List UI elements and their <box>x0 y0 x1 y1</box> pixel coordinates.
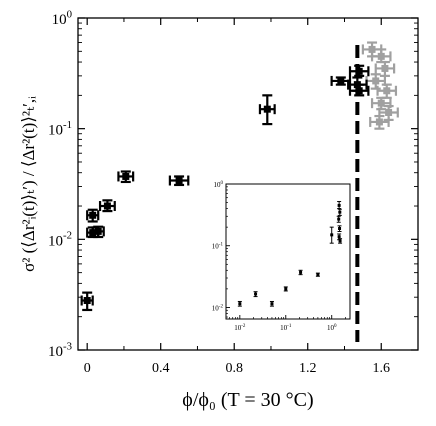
inset-y-tick-label: 100 <box>213 180 223 189</box>
inset-data-point <box>337 225 342 233</box>
data-point-gray <box>369 114 390 130</box>
data-point-marker <box>383 87 391 95</box>
data-point-gray <box>370 48 392 64</box>
data-point-marker <box>330 233 334 237</box>
main-axes-frame <box>77 17 419 351</box>
data-point-marker <box>263 105 271 113</box>
x-tick-label: 0 <box>84 361 91 376</box>
inset-data-point <box>337 201 342 210</box>
main-plot: 0 0.4 0.8 1.2 1.6 10-3 10-2 10-1 100 ϕ/ϕ₀ (T = 30… <box>19 8 419 411</box>
inset-y-tick-label: 10-1 <box>212 242 224 251</box>
inset-x-tick-label: 10-1 <box>280 323 292 332</box>
inset-x-tick-label: 10-2 <box>234 323 246 332</box>
data-point-black <box>258 94 276 126</box>
data-point-marker <box>94 227 102 235</box>
data-point-marker <box>284 287 288 291</box>
x-tick-label: 0.4 <box>152 361 170 376</box>
data-point-marker <box>316 273 320 277</box>
data-point-marker <box>338 210 342 214</box>
inset-data-point <box>253 291 258 298</box>
y-tick-label: 10-3 <box>48 340 72 360</box>
data-point-marker <box>372 77 380 85</box>
y-tick-label: 100 <box>52 8 72 28</box>
inset-data-point <box>315 272 320 277</box>
data-point-gray <box>370 96 392 111</box>
x-tick-label: 0.8 <box>225 361 243 376</box>
inset-y-tick-label: 10-2 <box>212 303 224 312</box>
data-point-marker <box>375 118 383 126</box>
data-point-marker <box>368 45 376 53</box>
inset-data-point <box>337 208 342 216</box>
data-point-black <box>86 208 100 223</box>
data-point-marker <box>254 292 258 296</box>
data-point-marker <box>337 217 341 221</box>
data-point-marker <box>385 108 393 116</box>
data-point-gray <box>374 60 396 77</box>
inset-axes-frame <box>225 183 351 320</box>
data-point-black <box>91 225 105 239</box>
inset-plot: 10-2 10-1 100 10-2 10-1 100 <box>212 180 351 332</box>
data-point-marker <box>337 203 341 207</box>
data-point-black <box>330 75 352 86</box>
inset-data-point <box>298 269 303 276</box>
y-axis-label: σ² (⟨Δr²ᵢ(t)⟩ₜ′) / ⟨Δr²(t)⟩²ₜ′,ᵢ <box>19 96 38 272</box>
data-point-marker <box>337 77 345 85</box>
x-tick-label: 1.6 <box>372 361 390 376</box>
y-tick-label: 10-2 <box>48 230 72 250</box>
data-point-marker <box>83 297 91 305</box>
inset-data-point <box>329 226 334 244</box>
data-point-marker <box>355 87 363 95</box>
inset-data-point <box>336 215 341 223</box>
data-point-black <box>348 64 370 77</box>
data-point-marker <box>89 211 97 219</box>
data-point-marker <box>377 99 385 107</box>
inset-data-point <box>283 286 288 292</box>
y-tick-label: 10-1 <box>48 119 72 139</box>
data-point-black <box>348 83 370 97</box>
data-point-black <box>117 170 135 184</box>
data-point-marker <box>377 52 385 60</box>
data-point-black <box>168 175 190 187</box>
inset-data-point <box>237 300 242 307</box>
data-point-marker <box>381 64 389 72</box>
data-point-marker <box>175 177 183 185</box>
inset-data-point <box>338 238 343 244</box>
data-point-marker <box>337 235 341 239</box>
data-point-marker <box>355 67 363 75</box>
data-point-marker <box>238 302 242 306</box>
data-point-black <box>80 291 94 312</box>
x-tick-label: 1.2 <box>299 361 317 376</box>
x-axis-label: ϕ/ϕ₀ (T = 30 °C) <box>182 389 313 411</box>
data-point-marker <box>338 239 342 243</box>
data-point-black <box>98 199 116 213</box>
inset-x-tick-label: 100 <box>327 323 337 332</box>
data-point-marker <box>122 172 130 180</box>
data-point-marker <box>338 227 342 231</box>
inset-data-point <box>269 300 274 307</box>
data-point-marker <box>270 302 274 306</box>
data-point-marker <box>103 202 111 210</box>
data-point-marker <box>299 270 303 274</box>
